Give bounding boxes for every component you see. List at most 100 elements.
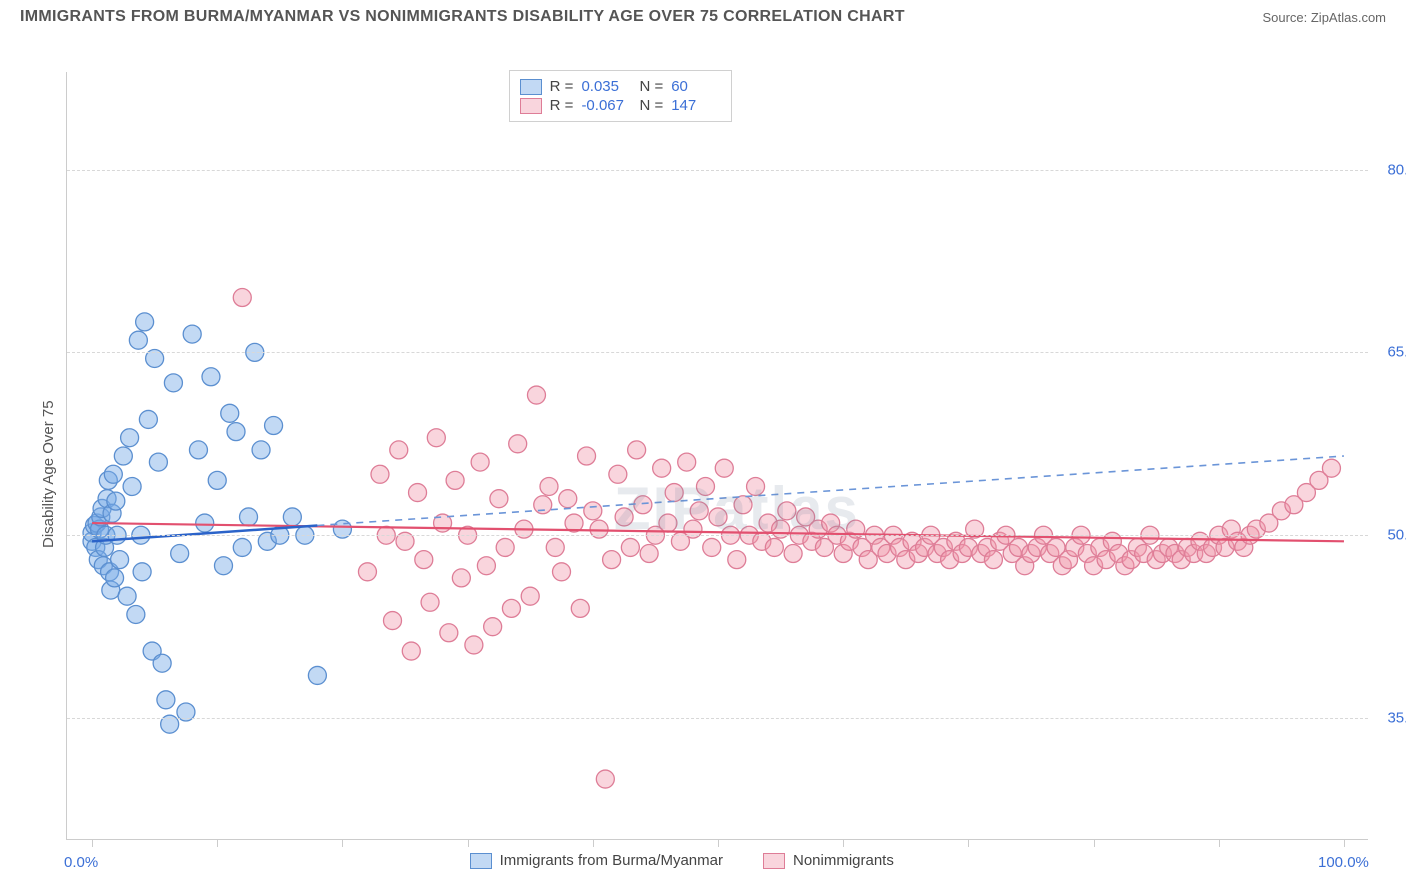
scatter-point [123, 477, 141, 495]
scatter-point [490, 490, 508, 508]
scatter-point [171, 545, 189, 563]
scatter-point [221, 404, 239, 422]
stats-row-series2: R = -0.067 N = 147 [520, 96, 722, 115]
scatter-point [133, 563, 151, 581]
scatter-point [502, 599, 520, 617]
scatter-point [765, 538, 783, 556]
scatter-point [127, 605, 145, 623]
scatter-point [139, 410, 157, 428]
scatter-point [265, 417, 283, 435]
scatter-point [653, 459, 671, 477]
scatter-point [240, 508, 258, 526]
scatter-point [283, 508, 301, 526]
y-tick-label: 80.0% [1375, 161, 1406, 178]
scatter-point [640, 545, 658, 563]
scatter-point [465, 636, 483, 654]
scatter-point [521, 587, 539, 605]
scatter-point [484, 618, 502, 636]
scatter-point [696, 477, 714, 495]
gridline [67, 170, 1368, 171]
scatter-point [208, 471, 226, 489]
r-label: R = [550, 97, 574, 114]
r-value-series2: -0.067 [581, 97, 631, 114]
scatter-point [440, 624, 458, 642]
scatter-point [183, 325, 201, 343]
x-tick [1094, 839, 1095, 847]
scatter-point [609, 465, 627, 483]
scatter-point [214, 557, 232, 575]
scatter-point [136, 313, 154, 331]
scatter-point [196, 514, 214, 532]
legend-label-series2: Nonimmigrants [793, 852, 894, 869]
scatter-point [546, 538, 564, 556]
scatter-point [628, 441, 646, 459]
scatter-point [553, 563, 571, 581]
scatter-point [227, 423, 245, 441]
scatter-point [111, 551, 129, 569]
scatter-point [409, 484, 427, 502]
scatter-point [596, 770, 614, 788]
n-value-series2: 147 [671, 97, 721, 114]
r-label: R = [550, 78, 574, 95]
gridline [67, 535, 1368, 536]
scatter-point [615, 508, 633, 526]
swatch-series1 [520, 79, 542, 95]
chart-title: IMMIGRANTS FROM BURMA/MYANMAR VS NONIMMI… [20, 8, 905, 26]
scatter-point [634, 496, 652, 514]
scatter-point [534, 496, 552, 514]
r-value-series1: 0.035 [581, 78, 631, 95]
scatter-point [202, 368, 220, 386]
scatter-point [452, 569, 470, 587]
scatter-point [1322, 459, 1340, 477]
scatter-point [371, 465, 389, 483]
scatter-point [690, 502, 708, 520]
scatter-point [390, 441, 408, 459]
scatter-point [665, 484, 683, 502]
scatter-point [402, 642, 420, 660]
scatter-point [747, 477, 765, 495]
scatter-point [427, 429, 445, 447]
scatter-point [571, 599, 589, 617]
y-tick-label: 50.0% [1375, 527, 1406, 544]
scatter-point [603, 551, 621, 569]
swatch-series2 [763, 853, 785, 869]
scatter-point [252, 441, 270, 459]
scatter-point [984, 551, 1002, 569]
x-tick [468, 839, 469, 847]
scatter-point [778, 502, 796, 520]
scatter-point [149, 453, 167, 471]
n-label: N = [639, 97, 663, 114]
scatter-point [164, 374, 182, 392]
scatter-point [358, 563, 376, 581]
scatter-point [784, 545, 802, 563]
scatter-point [559, 490, 577, 508]
n-value-series1: 60 [671, 78, 721, 95]
swatch-series1 [470, 853, 492, 869]
scatter-point [129, 331, 147, 349]
scatter-point [678, 453, 696, 471]
scatter-point [415, 551, 433, 569]
scatter-point [709, 508, 727, 526]
x-tick [1219, 839, 1220, 847]
stats-row-series1: R = 0.035 N = 60 [520, 77, 722, 96]
y-axis-title: Disability Age Over 75 [40, 401, 57, 549]
gridline [67, 352, 1368, 353]
plot-area: ZIPatlas 35.0%50.0%65.0%80.0% [66, 72, 1368, 840]
scatter-point [703, 538, 721, 556]
scatter-point [496, 538, 514, 556]
x-tick [92, 839, 93, 847]
scatter-point [584, 502, 602, 520]
gridline [67, 718, 1368, 719]
x-tick [718, 839, 719, 847]
scatter-point [540, 477, 558, 495]
scatter-point [421, 593, 439, 611]
scatter-point [107, 492, 125, 510]
scatter-point [728, 551, 746, 569]
x-tick [968, 839, 969, 847]
stats-legend: R = 0.035 N = 60 R = -0.067 N = 147 [509, 70, 733, 122]
scatter-point [527, 386, 545, 404]
scatter-point [471, 453, 489, 471]
n-label: N = [639, 78, 663, 95]
y-tick-label: 65.0% [1375, 344, 1406, 361]
chart-header: IMMIGRANTS FROM BURMA/MYANMAR VS NONIMMI… [0, 0, 1406, 30]
